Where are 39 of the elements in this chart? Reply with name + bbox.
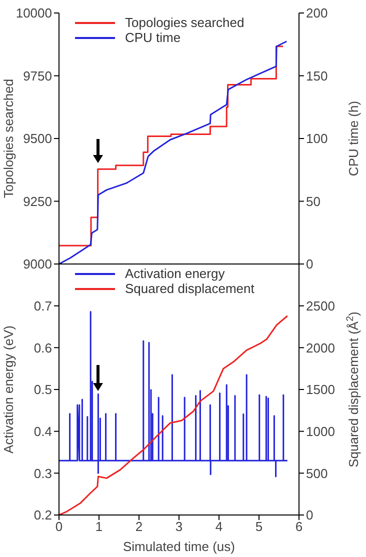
y2-tick-label: 0 [306,508,314,523]
y-tick-label: 0.3 [34,466,52,481]
y2-tick-label: 150 [306,68,328,84]
y-tick-label: 9000 [23,256,52,272]
y-tick-label: 9750 [23,68,52,84]
legend-label: Topologies searched [125,15,244,30]
y2-tick-label: 2500 [306,298,335,314]
y2-tick-label: 200 [306,6,328,21]
legend-label: CPU time [125,30,181,45]
x-tick-label: 4 [215,519,223,534]
y-tick-label: 0.5 [34,382,52,398]
x-tick-label: 0 [55,519,63,534]
x-tick-label: 3 [175,519,183,534]
y2-tick-label: 0 [306,256,314,272]
legend-label: Squared displacement [125,281,254,296]
y-tick-label: 10000 [16,6,52,21]
y-axis-title: Topologies searched [1,78,16,198]
y2-tick-label: 50 [306,194,320,209]
x-tick-label: 1 [95,519,103,534]
line-series [59,315,288,515]
x-tick-label: 6 [295,519,303,534]
line-series [59,310,288,478]
y-tick-label: 0.6 [34,340,52,356]
y-tick-label: 0.2 [34,508,52,523]
y2-tick-label: 2000 [306,340,335,356]
y2-tick-label: 1000 [306,424,335,439]
y-tick-label: 9250 [23,194,52,209]
x-tick-label: 2 [135,519,143,534]
y-tick-label: 9500 [23,131,52,146]
y2-tick-label: 500 [306,466,328,481]
x-tick-label: 5 [255,519,263,534]
y2-tick-label: 1500 [306,382,335,398]
x-axis-title: Simulated time (us) [123,539,235,554]
y-axis-title: Activation energy (eV) [1,326,16,454]
y2-tick-label: 100 [306,131,328,146]
y2-axis-title: CPU time (h) [346,100,361,176]
y-tick-label: 0.4 [34,424,52,439]
legend-label: Activation energy [125,266,225,281]
y-tick-label: 0.7 [34,298,52,314]
